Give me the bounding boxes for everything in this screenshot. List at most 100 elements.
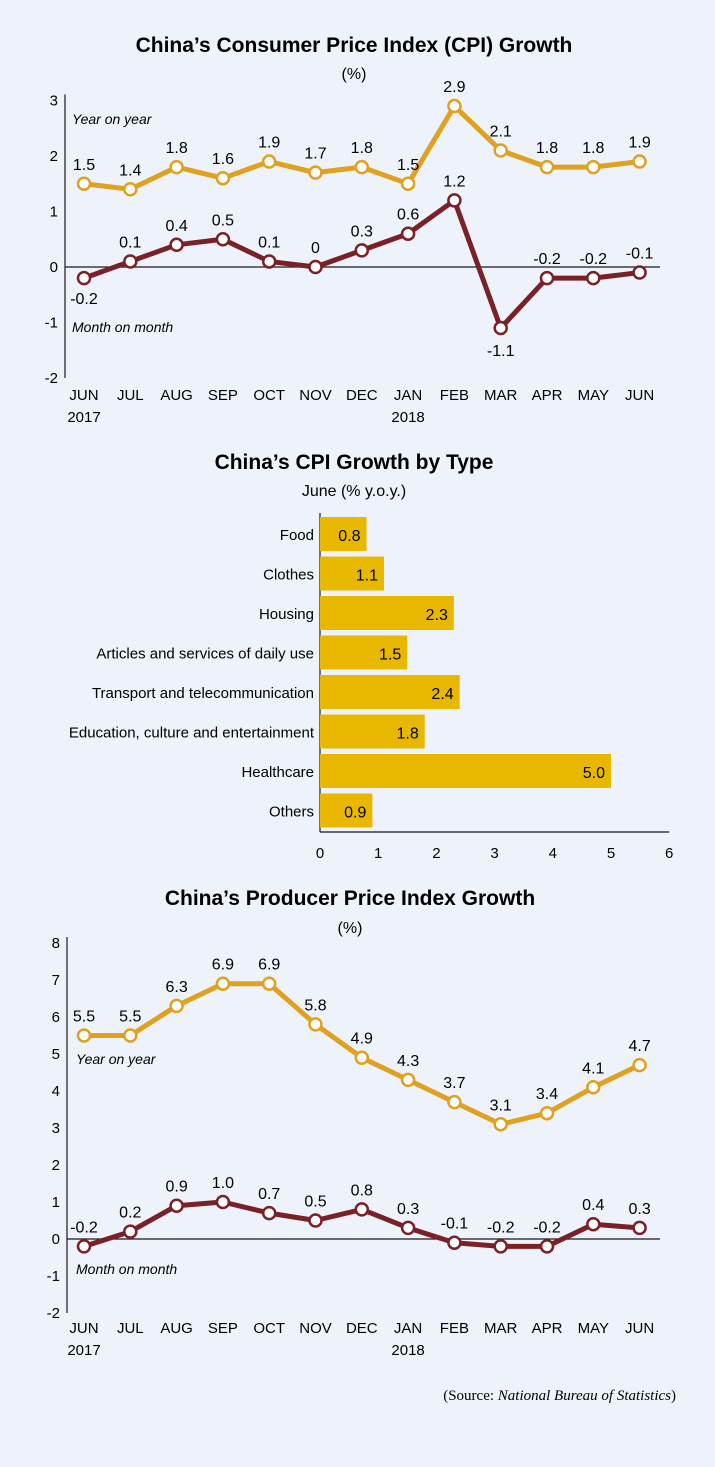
- ppi-yoy-value-label: 3.1: [490, 1097, 512, 1114]
- ppi-year-label: 2017: [67, 1342, 100, 1359]
- ppi-mom-point: [169, 1198, 184, 1213]
- ppi-x-tick-label: OCT: [253, 1320, 285, 1337]
- ppi-y-tick-label: 8: [52, 935, 60, 952]
- cpi-yoy-value-label: 1.5: [397, 157, 419, 174]
- cpi-type-bar: [320, 793, 373, 828]
- cpi-mom-value-label: 0.6: [397, 207, 419, 224]
- cpi-x-tick-label: MAY: [578, 387, 609, 404]
- ppi-mom-value-label: 0.7: [258, 1186, 280, 1203]
- ppi-yoy-value-label: 6.9: [258, 957, 280, 974]
- ppi-yoy-value-label: 6.3: [165, 979, 187, 996]
- cpi-yoy-value-label: 1.8: [351, 140, 373, 157]
- cpi-mom-value-label: 0.1: [258, 234, 280, 251]
- cpi-type-bar: [320, 754, 611, 788]
- ppi-yoy-value-label: 3.7: [443, 1075, 465, 1092]
- ppi-yoy-value-label: 4.3: [397, 1053, 419, 1070]
- ppi-y-tick-label: 7: [52, 972, 60, 989]
- cpi-mom-value-label: -0.2: [580, 251, 608, 268]
- ppi-y-tick-label: -2: [47, 1305, 60, 1322]
- cpi-type-x-tick-label: 4: [549, 845, 557, 862]
- cpi-type-plot-area: 0 1 2 3 4 5 6 Food 0.8 Clothes 1.1 Housing 2.3 Articl…: [69, 513, 673, 862]
- ppi-mom-point: [261, 1205, 277, 1221]
- cpi-type-category-label: Clothes: [263, 567, 314, 584]
- cpi-type-x-tick-label: 6: [665, 845, 673, 862]
- cpi-yoy-point: [123, 182, 138, 197]
- ppi-chart-subtitle: (%): [338, 920, 363, 937]
- cpi-yoy-value-label: 2.1: [490, 123, 512, 140]
- ppi-mom-point: [308, 1213, 323, 1228]
- ppi-x-tick-label: AUG: [160, 1320, 193, 1337]
- cpi-mom-value-label: -0.1: [626, 246, 654, 263]
- ppi-mom-value-label: 0.2: [119, 1205, 141, 1222]
- cpi-mom-value-label: -1.1: [487, 343, 515, 360]
- cpi-type-bar: [320, 517, 367, 551]
- cpi-yoy-point: [308, 165, 323, 180]
- cpi-type-bar: [320, 556, 385, 591]
- cpi-yoy-value-label: 1.9: [258, 135, 280, 152]
- cpi-y-tick-label: 2: [50, 148, 58, 165]
- ppi-mom-value-label: 0.5: [304, 1194, 326, 1211]
- cpi-type-x-tick-label: 0: [316, 845, 324, 862]
- ppi-mom-value-label: 1.0: [212, 1175, 234, 1192]
- cpi-mom-point: [261, 254, 277, 269]
- ppi-x-tick-label: FEB: [440, 1320, 469, 1337]
- cpi-yoy-point: [169, 159, 184, 175]
- cpi-year-label: 2018: [391, 409, 424, 426]
- ppi-yoy-point: [493, 1117, 508, 1132]
- ppi-mom-value-label: 0.4: [582, 1197, 604, 1214]
- ppi-chart-title: China’s Producer Price Index Growth: [165, 887, 535, 910]
- cpi-type-x-tick-label: 1: [374, 845, 382, 862]
- ppi-x-tick-label: MAY: [578, 1320, 609, 1337]
- cpi-type-value-label: 1.5: [379, 647, 401, 664]
- cpi-mom-point: [539, 270, 555, 286]
- ppi-mom-value-label: 0.3: [397, 1201, 419, 1218]
- cpi-type-chart-title: China’s CPI Growth by Type: [215, 451, 494, 474]
- ppi-mom-value-label: 0.3: [628, 1201, 650, 1218]
- cpi-yoy-point: [354, 159, 370, 175]
- cpi-yoy-legend-label: Year on year: [72, 111, 153, 127]
- cpi-yoy-point: [400, 176, 416, 191]
- cpi-year-label: 2017: [67, 409, 100, 426]
- cpi-x-tick-label: NOV: [299, 387, 332, 404]
- cpi-mom-point: [493, 320, 508, 336]
- ppi-yoy-point: [400, 1072, 416, 1088]
- cpi-yoy-point: [447, 98, 462, 114]
- cpi-mom-point: [308, 259, 323, 275]
- ppi-x-tick-label: JAN: [394, 1320, 422, 1337]
- cpi-yoy-value-label: 1.4: [119, 162, 141, 179]
- cpi-type-bar: [320, 714, 425, 749]
- cpi-type-value-label: 2.4: [431, 686, 453, 703]
- ppi-x-tick-label: NOV: [299, 1320, 332, 1337]
- ppi-mom-point: [354, 1202, 370, 1217]
- cpi-mom-legend-label: Month on month: [72, 319, 173, 335]
- ppi-y-tick-label: 3: [52, 1120, 60, 1137]
- cpi-yoy-value-label: 1.9: [628, 135, 650, 152]
- ppi-chart: China’s Producer Price Index Growth (%) …: [47, 887, 660, 1359]
- ppi-yoy-value-label: 4.1: [582, 1060, 604, 1077]
- ppi-mom-point: [632, 1220, 647, 1236]
- cpi-y-tick-label: -2: [45, 370, 58, 387]
- cpi-type-category-label: Transport and telecommunication: [92, 685, 314, 702]
- cpi-x-tick-label: OCT: [253, 387, 285, 404]
- ppi-x-tick-label: JUN: [69, 1320, 98, 1337]
- cpi-type-bar: [320, 596, 454, 630]
- cpi-mom-point: [586, 270, 601, 286]
- cpi-chart: China’s Consumer Price Index (CPI) Growt…: [45, 34, 660, 426]
- cpi-yoy-value-label: 1.8: [536, 140, 558, 157]
- ppi-x-tick-label: DEC: [346, 1320, 378, 1337]
- ppi-mom-value-label: -0.1: [441, 1216, 469, 1233]
- cpi-type-x-tick-label: 3: [490, 845, 498, 862]
- cpi-type-value-label: 1.8: [397, 726, 419, 743]
- cpi-mom-value-label: -0.2: [533, 251, 561, 268]
- cpi-yoy-point: [632, 154, 647, 169]
- cpi-type-value-label: 0.9: [344, 805, 366, 822]
- cpi-mom-point: [354, 243, 370, 258]
- cpi-x-tick-label: DEC: [346, 387, 378, 404]
- cpi-type-category-label: Food: [280, 527, 314, 544]
- cpi-yoy-value-label: 2.9: [443, 79, 465, 96]
- ppi-y-tick-label: 4: [52, 1083, 60, 1100]
- cpi-x-tick-label: FEB: [440, 387, 469, 404]
- ppi-yoy-point: [215, 976, 231, 991]
- cpi-mom-point: [400, 226, 416, 241]
- cpi-chart-title: China’s Consumer Price Index (CPI) Growt…: [136, 34, 573, 57]
